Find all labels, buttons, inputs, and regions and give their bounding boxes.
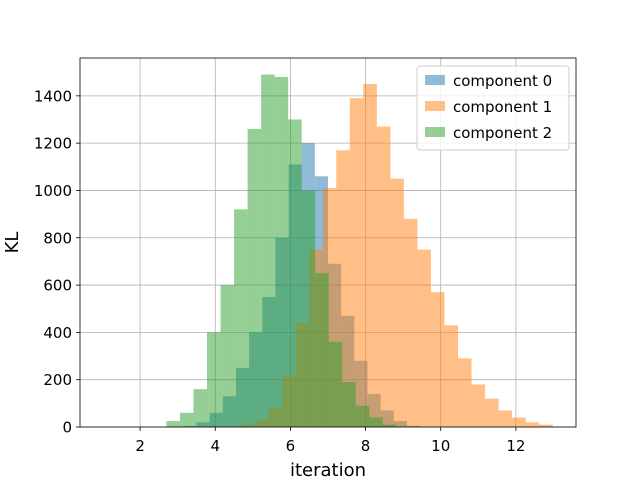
series-1-bar-9 <box>363 84 377 428</box>
y-tick-label-5: 1000 <box>34 182 72 200</box>
y-tick-label-2: 400 <box>43 324 72 342</box>
series-2-bar-12 <box>328 341 343 427</box>
x-axis-label: iteration <box>290 460 366 480</box>
legend-box <box>416 65 570 151</box>
legend-label-2: component 2 <box>453 124 552 142</box>
series-2-bar-11 <box>315 273 329 427</box>
series-2-bar-13 <box>342 382 356 427</box>
x-tick-label-4: 10 <box>431 437 450 455</box>
series-1-bar-11 <box>390 178 404 427</box>
y-tick-label-6: 1200 <box>34 135 72 153</box>
series-1-bar-10 <box>376 126 391 427</box>
legend-swatch-1 <box>425 101 445 111</box>
y-axis-ticks: 0 200 400 600 800 1000 1200 1400 <box>34 87 80 437</box>
series-2-bar-3 <box>207 332 221 427</box>
series-1-bar-20 <box>512 417 526 427</box>
legend-label-0: component 0 <box>453 72 552 90</box>
plot-frame <box>79 57 577 428</box>
y-axis-label: KL <box>2 232 23 254</box>
series-2-bar-7 <box>261 74 275 428</box>
y-tick-label-3: 600 <box>43 277 72 295</box>
y-tick-label-0: 0 <box>62 419 72 437</box>
series-2-bar-14 <box>355 405 370 427</box>
series-2-bar-10 <box>301 190 316 427</box>
legend-swatch-0 <box>425 75 445 85</box>
y-tick-label-1: 200 <box>43 371 72 389</box>
series-2-bar-6 <box>247 128 262 427</box>
series-2-bar-2 <box>193 389 208 427</box>
series-1-bar-19 <box>498 410 513 427</box>
series-1-bar-15 <box>444 325 459 427</box>
series-2-bar-15 <box>369 417 383 427</box>
series-1-bar-8 <box>349 98 364 427</box>
x-axis-ticks: 2 4 6 8 10 12 <box>135 427 525 455</box>
series-2-bar-1 <box>179 412 194 427</box>
series-2-bar-0 <box>166 421 180 427</box>
series-2-bar-8 <box>274 76 289 427</box>
series-2-bar-16 <box>382 424 397 427</box>
legend: component 0 component 1 component 2 <box>416 65 570 151</box>
x-tick-label-3: 8 <box>361 437 371 455</box>
x-tick-label-0: 2 <box>135 437 145 455</box>
series-1-bar-18 <box>485 398 499 427</box>
series-1-bar-12 <box>403 218 418 427</box>
series-1-bar-14 <box>430 292 445 427</box>
y-tick-label-4: 800 <box>43 229 72 247</box>
legend-swatch-2 <box>425 127 445 137</box>
series-2-bar-9 <box>288 119 302 427</box>
series-1-bar-22 <box>539 424 553 427</box>
series-1-bar-13 <box>417 249 431 427</box>
x-tick-label-2: 6 <box>286 437 296 455</box>
y-tick-label-7: 1400 <box>34 87 72 105</box>
x-tick-label-1: 4 <box>210 437 220 455</box>
x-tick-label-5: 12 <box>506 437 525 455</box>
series-1-bar-21 <box>525 422 540 427</box>
series-2-bar-5 <box>234 209 248 427</box>
series-1-bar-16 <box>458 358 472 427</box>
series-2-bar-4 <box>220 285 235 427</box>
series-1-bar-17 <box>471 384 486 427</box>
legend-label-1: component 1 <box>453 98 552 116</box>
series-2-bars <box>166 74 397 428</box>
histogram-bars <box>166 74 553 428</box>
